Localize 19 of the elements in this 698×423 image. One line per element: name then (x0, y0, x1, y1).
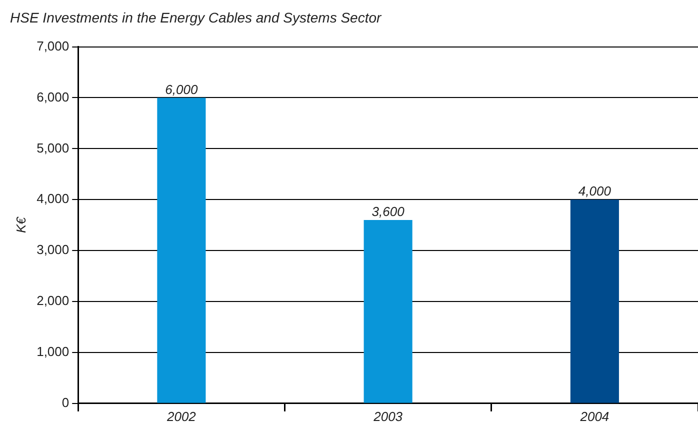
y-axis-title: K€ (13, 216, 28, 234)
data-label: 6,000 (165, 82, 198, 97)
bar (364, 220, 412, 403)
x-tick-label: 2004 (579, 408, 610, 423)
y-tick-label: 6,000 (36, 89, 70, 104)
x-tick-label: 2002 (166, 408, 197, 423)
bar (157, 98, 206, 403)
y-tick-label: 0 (62, 394, 70, 410)
data-label: 4,000 (578, 184, 612, 199)
y-tick-label: 2,000 (36, 293, 70, 308)
y-tick-label: 3,000 (36, 242, 70, 258)
bar (570, 200, 619, 403)
y-tick-label: 4,000 (36, 191, 70, 206)
chart-title: HSE Investments in the Energy Cables and Systems Sector (10, 9, 383, 26)
x-tick-label: 2003 (372, 408, 404, 423)
data-label: 3,600 (372, 204, 406, 220)
y-tick-label: 1,000 (36, 344, 70, 360)
y-tick-label: 5,000 (36, 140, 70, 156)
y-tick-label: 7,000 (36, 38, 70, 54)
